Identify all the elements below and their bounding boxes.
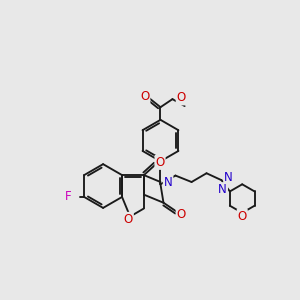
Text: O: O [177,208,186,221]
Text: F: F [65,190,71,203]
Text: O: O [238,210,247,223]
Text: O: O [140,90,149,103]
Text: N: N [164,176,172,189]
Text: O: O [124,213,133,226]
Text: N: N [218,183,227,196]
Text: O: O [177,92,186,104]
Text: N: N [224,171,233,184]
Text: O: O [155,156,165,169]
